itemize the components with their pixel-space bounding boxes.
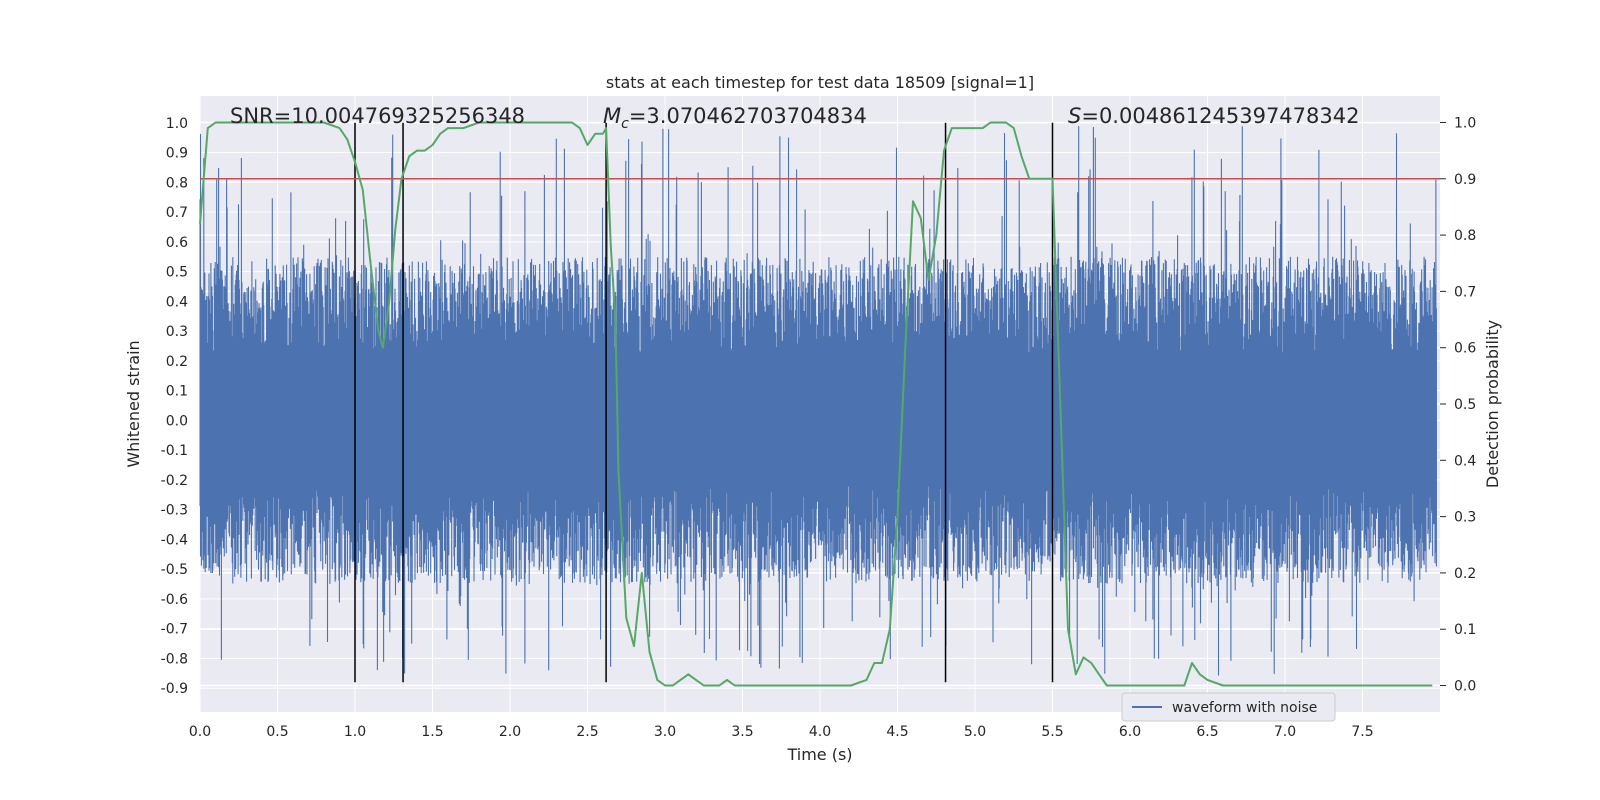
y-tick-label: 0.0 xyxy=(166,413,188,429)
y-tick-label: -0.1 xyxy=(161,443,188,459)
y2-axis-label: Detection probability xyxy=(1483,320,1502,488)
y-tick-label: 1.0 xyxy=(166,116,188,132)
x-tick-label: 1.0 xyxy=(344,724,366,740)
x-tick-label: 4.5 xyxy=(886,724,908,740)
series-waveform-with-noise xyxy=(199,126,1437,676)
x-tick-label: 5.0 xyxy=(964,724,986,740)
chirp-mass-annotation: Mc=3.070462703704834 xyxy=(603,104,867,132)
snr-annotation: SNR=10.004769325256348 xyxy=(230,104,525,128)
y2-tick-label: 0.6 xyxy=(1454,341,1476,357)
chart-title: stats at each timestep for test data 185… xyxy=(606,73,1034,92)
y2-axis-ticks: 1.0 0.9 0.8 0.7 0.6 0.5 0.4 0.3 0.2 0.1 0.0 xyxy=(1440,115,1476,695)
x-tick-label: 3.5 xyxy=(731,724,753,740)
y2-tick-label: 0.3 xyxy=(1454,510,1476,526)
y2-tick-label: 1.0 xyxy=(1454,115,1476,131)
x-axis-label: Time (s) xyxy=(786,745,852,764)
x-tick-label: 2.0 xyxy=(499,724,521,740)
y-tick-label: 0.1 xyxy=(166,384,188,400)
vertical-markers xyxy=(354,122,1054,683)
x-tick-label: 5.5 xyxy=(1041,724,1063,740)
y2-tick-label: 0.8 xyxy=(1454,228,1476,244)
y2-tick-label: 0.2 xyxy=(1454,566,1476,582)
legend: waveform with noise xyxy=(1121,692,1336,722)
x-tick-label: 0.0 xyxy=(189,724,211,740)
y-tick-label: 0.5 xyxy=(166,265,188,281)
y-tick-label: -0.9 xyxy=(161,681,188,697)
y-tick-label: 0.7 xyxy=(166,205,188,221)
y2-tick-label: 0.0 xyxy=(1454,679,1476,695)
chirp-mass-subscript: c xyxy=(621,116,629,132)
x-tick-label: 4.0 xyxy=(809,724,831,740)
x-tick-label: 7.5 xyxy=(1351,724,1373,740)
y-axis-label: Whitened strain xyxy=(124,340,143,467)
y-tick-label: -0.8 xyxy=(161,651,188,667)
x-tick-label: 2.5 xyxy=(576,724,598,740)
x-tick-label: 6.0 xyxy=(1119,724,1141,740)
series-detection-probability xyxy=(199,121,1433,687)
legend-label: waveform with noise xyxy=(1172,700,1317,716)
y-tick-label: 0.8 xyxy=(166,175,188,191)
y2-tick-label: 0.7 xyxy=(1454,284,1476,300)
y-tick-label: -0.3 xyxy=(161,503,188,519)
x-tick-label: 1.5 xyxy=(421,724,443,740)
y-tick-label: -0.4 xyxy=(161,532,188,548)
y2-tick-label: 0.9 xyxy=(1454,172,1476,188)
x-tick-label: 7.0 xyxy=(1274,724,1296,740)
y-tick-label: -0.7 xyxy=(161,622,188,638)
y2-tick-label: 0.4 xyxy=(1454,453,1476,469)
s-annotation: S=0.004861245397478342 xyxy=(1068,104,1359,128)
y-tick-label: 0.9 xyxy=(166,146,188,162)
y2-tick-label: 0.5 xyxy=(1454,397,1476,413)
x-tick-label: 6.5 xyxy=(1196,724,1218,740)
x-tick-label: 0.5 xyxy=(266,724,288,740)
y-tick-label: -0.2 xyxy=(161,473,188,489)
detection-probability-line xyxy=(199,121,1433,687)
y2-tick-label: 0.1 xyxy=(1454,622,1476,638)
y-tick-label: 0.4 xyxy=(166,294,188,310)
legend-box xyxy=(1121,692,1336,722)
y-tick-label: -0.6 xyxy=(161,592,188,608)
y-tick-label: 0.2 xyxy=(166,354,188,370)
y-tick-label: 0.3 xyxy=(166,324,188,340)
waveform-with-noise-line xyxy=(199,126,1437,676)
x-tick-label: 3.0 xyxy=(654,724,676,740)
chirp-mass-value: =3.070462703704834 xyxy=(629,104,867,128)
y-tick-label: 0.6 xyxy=(166,235,188,251)
chirp-mass-symbol: M xyxy=(603,104,621,128)
y-axis-ticks: 1.0 0.9 0.8 0.7 0.6 0.5 0.4 0.3 0.2 0.1 0.0 -0.1 -0.… xyxy=(161,116,188,697)
y-tick-label: -0.5 xyxy=(161,562,188,578)
x-axis-ticks: 0.0 0.5 1.0 1.5 2.0 2.5 3.0 3.5 4.0 4.5 5.0 5.5 6.0 6… xyxy=(189,724,1374,740)
s-symbol: S xyxy=(1068,104,1081,128)
s-value: =0.004861245397478342 xyxy=(1081,104,1359,128)
